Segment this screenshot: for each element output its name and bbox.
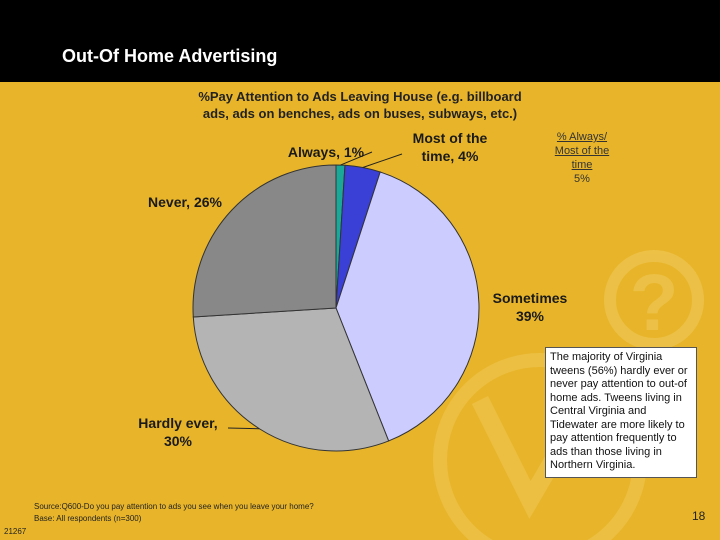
slice-label-sometimes-1: Sometimes <box>493 290 568 306</box>
leader-line-most-of-the-time <box>362 153 403 169</box>
source-base: Base: All respondents (n=300) <box>34 514 142 523</box>
question-mark-icon: ? <box>604 250 704 350</box>
pie-slice-sometimes <box>335 171 480 442</box>
slice-label-hardly-ever-1: Hardly ever, <box>138 415 217 431</box>
leader-line-hardly-ever <box>227 427 260 430</box>
slice-label-most-of-the-time-1: Most of the <box>413 130 488 146</box>
slice-label-most-of-the-time-2: time, 4% <box>422 148 479 164</box>
svg-text:?: ? <box>630 258 679 347</box>
stat-box-value: 5% <box>574 173 590 185</box>
source-note: Source:Q600-Do you pay attention to ads … <box>34 501 314 525</box>
source-question: Source:Q600-Do you pay attention to ads … <box>34 502 314 511</box>
chart-subtitle-line-1: %Pay Attention to Ads Leaving House (e.g… <box>198 89 522 104</box>
stat-box-line-2: Most of the <box>554 145 610 157</box>
stat-box-line-1: % Always/ <box>556 131 608 143</box>
always-most-stat-box: % Always/ Most of the time 5% <box>536 130 628 186</box>
slice-label-sometimes-2: 39% <box>516 308 545 324</box>
stat-box-line-3: time <box>571 159 593 171</box>
page-title: Out-Of Home Advertising <box>62 46 278 66</box>
chart-subtitle: %Pay Attention to Ads Leaving House (e.g… <box>150 88 570 122</box>
pie-slice-never <box>192 164 337 318</box>
leader-line-always <box>340 151 373 166</box>
summary-callout: The majority of Virginia tweens (56%) ha… <box>545 347 697 478</box>
slice-label-always-1: Always, 1% <box>288 144 365 160</box>
header-bar <box>0 0 720 82</box>
job-code: 21267 <box>4 527 27 536</box>
slice-label-never-1: Never, 26% <box>148 194 222 210</box>
page-number: 18 <box>692 509 706 523</box>
chart-subtitle-line-2: ads, ads on benches, ads on buses, subwa… <box>202 106 518 121</box>
slice-label-hardly-ever-2: 30% <box>164 433 193 449</box>
